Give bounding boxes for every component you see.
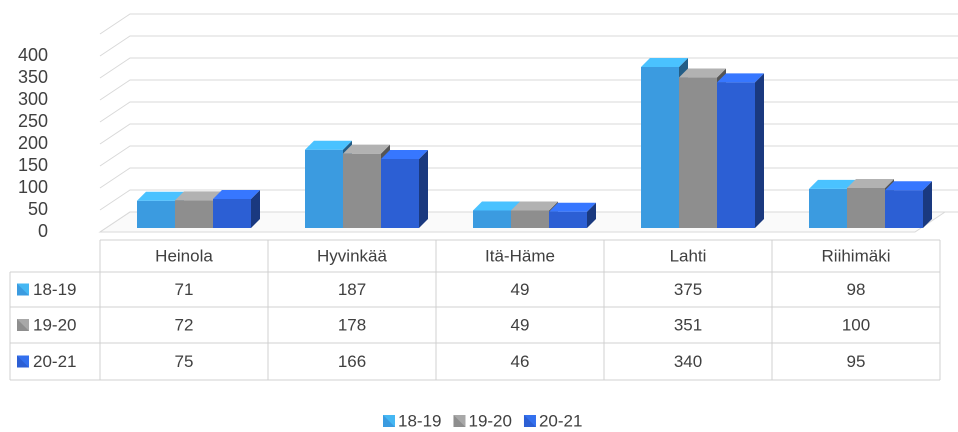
bar-top <box>549 202 596 212</box>
table-series-label: 20-21 <box>33 352 76 371</box>
y-tick-label: 0 <box>38 221 48 241</box>
grid-line <box>99 123 958 145</box>
bar-top <box>679 68 726 78</box>
bar-top <box>847 179 894 188</box>
bar-side <box>251 190 260 228</box>
table-value: 71 <box>175 280 194 299</box>
bar-front <box>175 200 213 228</box>
bar <box>717 73 764 229</box>
bar-top <box>175 191 222 201</box>
x-tick-label: Itä-Häme <box>485 246 555 265</box>
table-value: 351 <box>674 315 702 334</box>
bar-side <box>755 73 764 229</box>
bar-top <box>809 179 856 189</box>
table-value: 46 <box>511 352 530 371</box>
bar-top <box>305 140 352 150</box>
bar-top <box>343 144 390 154</box>
table-value: 95 <box>847 352 866 371</box>
x-tick-label: Heinola <box>155 246 213 265</box>
table-value: 375 <box>674 280 702 299</box>
legend-key-shade <box>383 415 395 427</box>
bar-top <box>717 73 764 83</box>
bar-top <box>473 201 520 211</box>
bar-front <box>809 188 847 228</box>
x-tick-label: Lahti <box>670 246 707 265</box>
bar-front <box>549 211 587 228</box>
legend-key-shade <box>523 415 536 427</box>
bar-top <box>641 58 688 67</box>
bar <box>549 202 596 228</box>
y-tick-label: 150 <box>18 155 48 175</box>
bar-top <box>137 191 184 201</box>
bar-top <box>381 149 428 159</box>
legend-key-shade <box>17 283 29 296</box>
table-value: 75 <box>175 352 194 371</box>
grid-line <box>99 145 958 167</box>
bar-top <box>885 181 932 191</box>
legend-key-shade <box>17 319 29 331</box>
grid-line <box>99 79 958 101</box>
legend-label: 19-20 <box>468 411 511 430</box>
bar-front <box>213 199 251 228</box>
table-series-label: 19-20 <box>33 315 76 334</box>
y-tick-label: 50 <box>28 199 48 219</box>
y-tick-label: 250 <box>18 111 48 131</box>
bar-front <box>641 67 679 228</box>
bar-front <box>305 149 343 228</box>
bar <box>381 149 428 228</box>
bar-front <box>343 153 381 228</box>
bar-front <box>511 210 549 228</box>
table-value: 340 <box>674 352 702 371</box>
bar-front <box>473 210 511 228</box>
grid-line <box>99 57 958 79</box>
bar-front <box>679 77 717 228</box>
grid-line <box>99 35 958 57</box>
table-value: 166 <box>338 352 366 371</box>
table-value: 49 <box>511 280 530 299</box>
x-tick-label: Hyvinkää <box>317 246 387 265</box>
grid-line <box>99 101 958 123</box>
y-tick-label: 400 <box>18 45 48 65</box>
legend-label: 18-19 <box>398 411 441 430</box>
y-tick-label: 350 <box>18 67 48 87</box>
bar-side <box>923 181 932 228</box>
x-tick-label: Riihimäki <box>822 246 891 265</box>
table-value: 49 <box>511 315 530 334</box>
legend-label: 20-21 <box>539 411 582 430</box>
y-tick-label: 100 <box>18 177 48 197</box>
table-value: 100 <box>842 315 870 334</box>
wall-frame <box>99 13 958 35</box>
table-value: 178 <box>338 315 366 334</box>
table-value: 187 <box>338 280 366 299</box>
y-tick-label: 200 <box>18 133 48 153</box>
bar-front <box>847 188 885 228</box>
bar-front <box>717 82 755 229</box>
table-series-label: 18-19 <box>33 280 76 299</box>
bar-front <box>885 190 923 228</box>
legend-key-shade <box>453 415 466 427</box>
y-tick-label: 300 <box>18 89 48 109</box>
bar-top <box>511 201 558 211</box>
bar-side <box>419 149 428 228</box>
bar-front <box>137 200 175 228</box>
legend-key-shade <box>17 355 29 368</box>
bar <box>885 181 932 228</box>
bar-side <box>587 202 596 228</box>
bar <box>213 190 260 228</box>
table-value: 72 <box>175 315 194 334</box>
bar-top <box>213 190 260 199</box>
table-value: 98 <box>847 280 866 299</box>
bar-front <box>381 158 419 228</box>
